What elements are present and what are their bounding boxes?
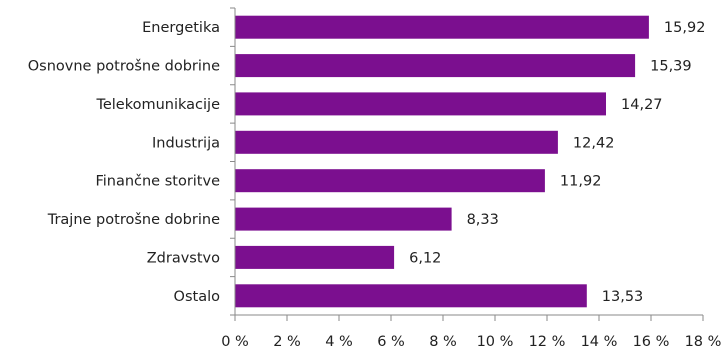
x-tick-label: 0 %: [221, 334, 249, 350]
bar-5: [235, 169, 545, 193]
data-label: 6,12: [409, 250, 441, 266]
data-label: 14,27: [621, 97, 663, 113]
bar-6: [235, 207, 452, 231]
data-label: 13,53: [602, 289, 644, 305]
bar-7: [235, 245, 395, 269]
category-label: Finančne storitve: [95, 174, 220, 190]
data-label: 15,39: [650, 59, 692, 75]
category-label: Industrija: [152, 135, 220, 151]
data-label: 15,92: [664, 20, 706, 36]
bars-group: [235, 15, 649, 308]
bar-2: [235, 54, 636, 78]
x-tick-label: 6 %: [377, 334, 405, 350]
x-tick-label: 12 %: [529, 334, 566, 350]
category-label: Telekomunikacije: [95, 97, 220, 113]
bar-8: [235, 284, 587, 308]
x-tick-label: 18 %: [685, 334, 722, 350]
x-ticks: 0 % 2 % 4 % 6 % 8 % 10 % 12 % 14 % 16 % 18 %: [221, 315, 721, 350]
category-labels: Energetika Osnovne potrošne dobrine Teleko…: [28, 20, 220, 305]
category-label: Osnovne potrošne dobrine: [28, 59, 220, 75]
data-label: 11,92: [560, 174, 602, 190]
data-label: 12,42: [573, 135, 615, 151]
data-label: 8,33: [467, 212, 499, 228]
category-label: Zdravstvo: [147, 250, 220, 266]
category-label: Energetika: [142, 20, 220, 36]
x-tick-label: 8 %: [429, 334, 457, 350]
category-label: Trajne potrošne dobrine: [47, 212, 220, 228]
axes: [230, 7, 703, 316]
x-tick-label: 16 %: [633, 334, 670, 350]
x-tick-label: 14 %: [581, 334, 618, 350]
x-tick-label: 4 %: [325, 334, 353, 350]
category-label: Ostalo: [174, 289, 221, 305]
bar-1: [235, 15, 649, 39]
x-tick-label: 10 %: [477, 334, 514, 350]
x-tick-label: 2 %: [273, 334, 301, 350]
bar-4: [235, 130, 558, 154]
bar-3: [235, 92, 606, 116]
value-labels: 15,92 15,39 14,27 12,42 11,92 8,33 6,12 13,53: [409, 20, 705, 305]
